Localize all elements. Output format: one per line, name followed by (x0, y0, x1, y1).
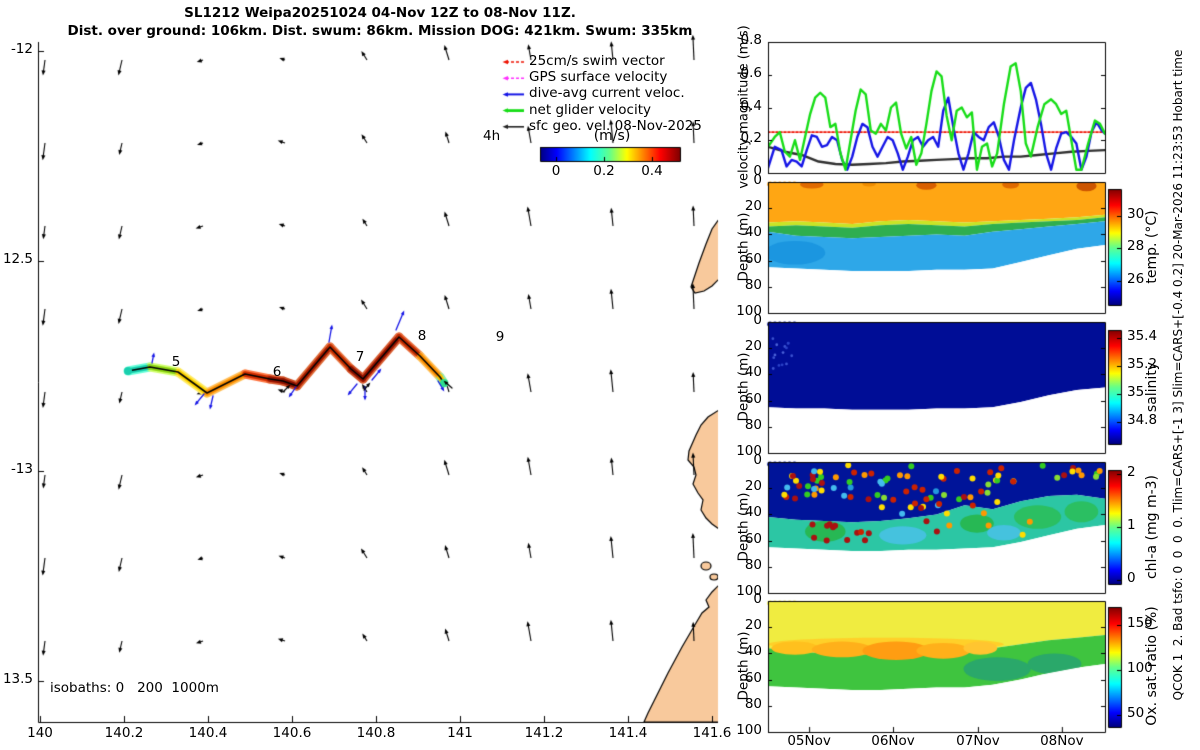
colorbar-tick-label: 1 (1127, 517, 1136, 533)
depth-tick-label: 100 (736, 722, 762, 738)
depth-tick-label: 100 (736, 443, 762, 459)
track-waypoint-label: 6 (272, 364, 282, 380)
isobaths-note: isobaths: 0 200 1000m (50, 680, 219, 696)
colorbar-tick-label: 28 (1127, 238, 1145, 255)
depth-tick-label: 80 (744, 416, 762, 433)
velocity-y-tick-label: 0.8 (740, 32, 762, 48)
depth-tick-label: 80 (744, 695, 762, 712)
legend-item-label: 25cm/s swim vector (529, 53, 665, 69)
legend-colorbar-tick-label: 0.2 (593, 163, 615, 179)
figure-title-line1: SL1212 Weipa20251024 04-Nov 12Z to 08-No… (184, 5, 576, 21)
legend-item-label: sfc geo. vel. 08-Nov-2025 (529, 117, 702, 134)
map-x-tick-label: 141 (447, 725, 473, 741)
map-x-tick-label: 140.4 (188, 725, 228, 741)
depth-tick-label: 20 (744, 617, 762, 634)
velocity-y-tick-label: 0.6 (740, 64, 762, 81)
legend-item-label: GPS surface velocity (529, 69, 668, 86)
map-x-tick-label: 141.4 (608, 725, 648, 741)
depth-tick-label: 100 (736, 303, 762, 319)
depth-tick-label: 40 (744, 364, 762, 381)
map-x-tick-label: 141.6 (692, 725, 732, 741)
depth-axis-label-temp: Depth (m) (735, 212, 752, 282)
depth-tick-label: 80 (744, 556, 762, 573)
map-x-tick-label: 140.2 (104, 725, 144, 741)
date-tick-label: 07Nov (956, 733, 1000, 749)
depth-tick-label: 60 (744, 530, 762, 547)
colorbar-tick-label: 34.8 (1127, 412, 1158, 428)
colorbar-tick-label: 35.2 (1127, 355, 1158, 372)
depth-tick-label: 40 (744, 643, 762, 660)
depth-tick-label: 60 (744, 250, 762, 267)
track-waypoint-label: 5 (171, 354, 181, 370)
colorbar-tick-label: 35.4 (1127, 327, 1158, 344)
colorbar-tick-label: 30 (1127, 205, 1145, 222)
colorbar-tick-label: 0 (1127, 570, 1136, 587)
depth-tick-label: 0 (753, 312, 762, 328)
legend-colorbar-tick-label: 0.4 (641, 163, 663, 179)
map-y-tick-label: -12 (10, 41, 33, 57)
track-waypoint-label: 8 (417, 328, 427, 344)
map-y-tick-label: -13 (10, 461, 33, 477)
date-tick-label: 05Nov (787, 733, 831, 749)
track-waypoint-label: 7 (355, 349, 365, 365)
figure-title-line2: Dist. over ground: 106km. Dist. swum: 86… (67, 23, 693, 39)
depth-tick-label: 40 (744, 224, 762, 241)
legend-item-label: net glider velocity (529, 101, 651, 118)
depth-tick-label: 0 (753, 452, 762, 468)
colorbar-tick-label: 35 (1127, 384, 1145, 400)
map-x-tick-label: 140.8 (356, 725, 396, 741)
map-x-tick-label: 141.2 (524, 725, 564, 741)
track-waypoint-label: 9 (495, 329, 505, 345)
colorbar-tick-label: 2 (1127, 463, 1136, 480)
map-x-tick-label: 140 (27, 725, 53, 741)
legend-colorbar-tick-label: 0 (551, 163, 561, 179)
velocity-y-tick-label: 0 (753, 163, 762, 179)
depth-tick-label: 60 (744, 390, 762, 407)
legend-interval-label: 4h (483, 128, 501, 144)
map-y-tick-label: 12.5 (2, 251, 33, 267)
date-tick-label: 06Nov (871, 733, 915, 749)
colorbar-tick-label: 50 (1127, 705, 1145, 722)
depth-tick-label: 80 (744, 276, 762, 293)
colorbar-label-chl: chl-a (mg m-3) (1144, 474, 1160, 580)
colorbar-tick-label: 26 (1127, 270, 1145, 287)
depth-axis-label-salinity: Depth (m) (735, 352, 752, 422)
map-y-tick-label: 13.5 (2, 671, 33, 687)
colorbar-tick-label: 150 (1127, 615, 1153, 632)
figure-right-annotation: QCOK 1 2. Bad tsfo: 0 0 0 0. Tlim=CARS+[… (1171, 49, 1185, 701)
depth-tick-label: 60 (744, 669, 762, 686)
depth-axis-label-chl: Depth (m) (735, 492, 752, 562)
depth-tick-label: 20 (744, 338, 762, 355)
map-x-tick-label: 140.6 (272, 725, 312, 741)
depth-tick-label: 0 (753, 591, 762, 607)
legend-units-label: (m/s) (593, 128, 631, 144)
depth-tick-label: 20 (744, 478, 762, 495)
date-tick-label: 08Nov (1040, 733, 1084, 749)
velocity-y-tick-label: 0.4 (740, 97, 762, 114)
colorbar-label-temp: temp. (°C) (1144, 210, 1160, 284)
depth-tick-label: 100 (736, 583, 762, 599)
depth-axis-label-oxygen: Depth (m) (735, 631, 752, 701)
velocity-y-tick-label: 0.2 (740, 130, 762, 147)
colorbar-tick-label: 100 (1127, 660, 1153, 677)
legend-item-label: dive-avg current veloc. (529, 85, 685, 102)
depth-tick-label: 20 (744, 198, 762, 215)
depth-tick-label: 0 (753, 172, 762, 188)
depth-tick-label: 40 (744, 504, 762, 521)
